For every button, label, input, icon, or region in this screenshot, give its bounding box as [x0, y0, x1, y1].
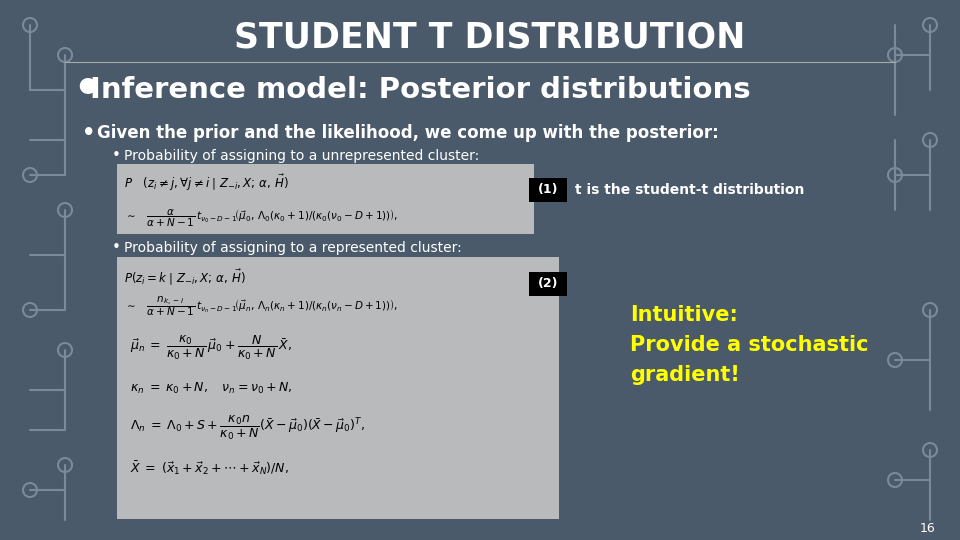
Text: $\bar{X} \;=\; (\vec{x}_1 + \vec{x}_2 + \cdots + \vec{x}_N)/N,$: $\bar{X} \;=\; (\vec{x}_1 + \vec{x}_2 + …	[130, 459, 289, 477]
Text: 16: 16	[920, 522, 935, 535]
Text: $\Lambda_n \;=\; \Lambda_0 + S + \dfrac{\kappa_0 n}{\kappa_0+N}(\bar{X}-\vec{\mu: $\Lambda_n \;=\; \Lambda_0 + S + \dfrac{…	[130, 414, 366, 442]
Text: Provide a stochastic: Provide a stochastic	[630, 335, 869, 355]
Text: $P \quad (z_i \neq j, \forall j \neq i \mid Z_{-i}, X;\, \alpha,\, \vec{H})$: $P \quad (z_i \neq j, \forall j \neq i \…	[124, 173, 289, 193]
Text: $\vec{\mu}_n \;=\; \dfrac{\kappa_0}{\kappa_0+N}\,\vec{\mu}_0 + \dfrac{N}{\kappa_: $\vec{\mu}_n \;=\; \dfrac{\kappa_0}{\kap…	[130, 334, 292, 362]
Text: $P(z_i = k \mid Z_{-i}, X;\, \alpha,\, \vec{H})$: $P(z_i = k \mid Z_{-i}, X;\, \alpha,\, \…	[124, 267, 246, 287]
FancyBboxPatch shape	[117, 164, 534, 234]
Text: $\kappa_n \;=\; \kappa_0 + N,\quad \nu_n = \nu_0 + N,$: $\kappa_n \;=\; \kappa_0 + N,\quad \nu_n…	[130, 381, 293, 395]
Text: Probability of assigning to a unrepresented cluster:: Probability of assigning to a unrepresen…	[124, 149, 479, 163]
Text: (1): (1)	[538, 184, 559, 197]
Text: Probability of assigning to a represented cluster:: Probability of assigning to a represente…	[124, 241, 462, 255]
FancyBboxPatch shape	[529, 272, 567, 296]
FancyBboxPatch shape	[117, 257, 559, 519]
Text: (2): (2)	[538, 278, 559, 291]
Text: •: •	[112, 240, 121, 255]
Text: t is the student-t distribution: t is the student-t distribution	[575, 183, 804, 197]
Text: •: •	[72, 68, 102, 112]
Text: Intuitive:: Intuitive:	[630, 305, 738, 325]
Text: STUDENT T DISTRIBUTION: STUDENT T DISTRIBUTION	[234, 21, 746, 55]
Text: $\sim \quad \dfrac{n_{k,-i}}{\alpha + N - 1}\, t_{\nu_n-D-1}\!\left(\vec{\mu}_n,: $\sim \quad \dfrac{n_{k,-i}}{\alpha + N …	[124, 294, 398, 318]
Text: gradient!: gradient!	[630, 365, 740, 385]
Text: Inference model: Posterior distributions: Inference model: Posterior distributions	[90, 76, 751, 104]
Text: •: •	[112, 148, 121, 164]
Text: Given the prior and the likelihood, we come up with the posterior:: Given the prior and the likelihood, we c…	[97, 124, 719, 142]
FancyBboxPatch shape	[529, 178, 567, 202]
Text: •: •	[82, 123, 95, 143]
Text: $\sim \quad \dfrac{\alpha}{\alpha + N - 1}\, t_{\nu_0-D-1}\!\left(\vec{\mu}_0,\,: $\sim \quad \dfrac{\alpha}{\alpha + N - …	[124, 207, 398, 228]
